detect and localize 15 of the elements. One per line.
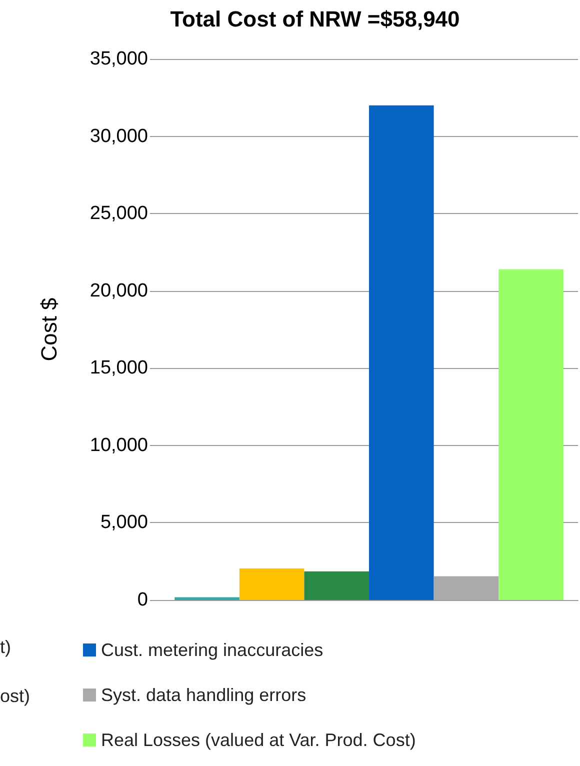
y-tick-label: 0 xyxy=(137,590,148,610)
y-tick-label: 15,000 xyxy=(90,358,148,379)
legend-label: Real Losses (valued at Var. Prod. Cost) xyxy=(101,730,416,750)
legend-label: Syst. data handling errors xyxy=(101,685,306,705)
y-tick-label: 5,000 xyxy=(100,512,148,534)
y-tick-label: 30,000 xyxy=(90,126,148,147)
text: ost) xyxy=(0,686,30,706)
legend-label: Cust. metering inaccuracies xyxy=(101,640,324,660)
text: t) xyxy=(0,637,11,657)
y-tick-label: 35,000 xyxy=(90,48,148,70)
y-tick-label: 20,000 xyxy=(90,280,148,302)
y-tick-label: 10,000 xyxy=(90,434,148,456)
y-axis-title: Cost $ xyxy=(36,298,62,362)
chart-title: Total Cost of NRW =$58,940 xyxy=(170,6,460,32)
y-tick-label: 25,000 xyxy=(90,203,148,224)
